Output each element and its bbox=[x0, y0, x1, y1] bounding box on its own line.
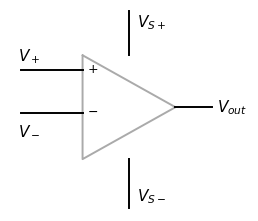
Text: $V_{S-}$: $V_{S-}$ bbox=[137, 187, 166, 206]
Text: $V_-$: $V_-$ bbox=[18, 123, 40, 138]
Text: $V_+$: $V_+$ bbox=[18, 47, 40, 66]
Text: +: + bbox=[88, 63, 98, 76]
Text: −: − bbox=[88, 106, 98, 119]
Text: $V_{out}$: $V_{out}$ bbox=[217, 98, 247, 116]
Text: $V_{S+}$: $V_{S+}$ bbox=[137, 13, 166, 32]
